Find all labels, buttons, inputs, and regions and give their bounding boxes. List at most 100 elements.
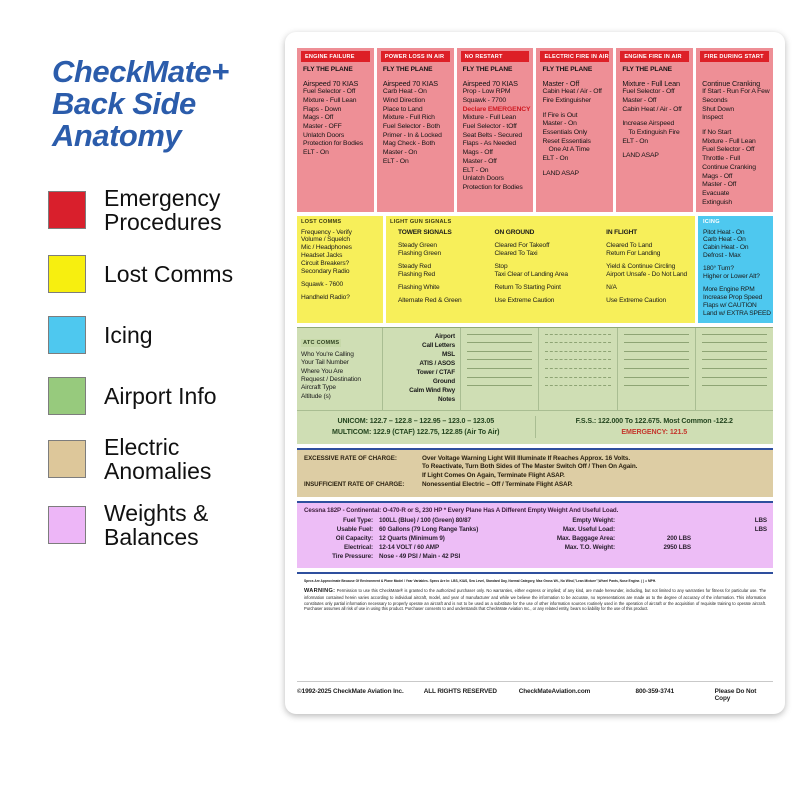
- atc-fill-line[interactable]: [623, 376, 689, 378]
- atc-fill-line[interactable]: [701, 385, 767, 387]
- color-swatch-emergency-procedures: [48, 191, 86, 230]
- atc-fill-line[interactable]: [623, 350, 689, 352]
- icing-header: ICING: [703, 218, 720, 225]
- emergency-item: Master - On: [542, 120, 577, 128]
- emergency-item: Master - On: [382, 149, 418, 157]
- color-swatch-weights-balances: [48, 505, 86, 544]
- atc-fill-line[interactable]: [467, 376, 533, 378]
- legend-panel: CheckMate+ Back Side Anatomy Emergency Proc…: [0, 0, 285, 800]
- atc-fill-line[interactable]: [545, 385, 611, 387]
- emergency-item: Unlatch Doors: [303, 131, 345, 139]
- atc-fill-line[interactable]: [467, 367, 533, 369]
- multicom-value: 122.9 (CTAF) 122.75, 122.85 (Air To Air): [373, 427, 500, 436]
- lost-comms-item: Squawk - 7600: [301, 280, 344, 288]
- footer-phone[interactable]: 800-359-3741: [635, 688, 675, 695]
- lost-comms-item: Handheld Radio?: [301, 293, 350, 301]
- atc-fill-line[interactable]: [467, 333, 533, 335]
- emergency-item: ELT - On: [622, 137, 649, 145]
- atc-fill-column-0[interactable]: [461, 327, 540, 411]
- emergency-item: ELT - On: [542, 155, 569, 163]
- lost-comms-item: Frequency - Verify: [301, 228, 352, 236]
- light-gun-signal: Flashing White: [398, 284, 440, 292]
- atc-fill-line[interactable]: [623, 367, 689, 369]
- weights-value[interactable]: 2950 LBS: [663, 544, 691, 552]
- atc-fill-line[interactable]: [701, 350, 767, 352]
- atc-fill-line[interactable]: [701, 376, 767, 378]
- emergency-item: Shut Down: [702, 105, 735, 113]
- atc-fill-line[interactable]: [701, 333, 767, 335]
- footer-rights: ALL RIGHTS RESERVED: [423, 688, 497, 695]
- emergency-item: Fuel Selector - Off: [622, 88, 675, 96]
- atc-fill-line[interactable]: [623, 385, 689, 387]
- light-gun-row: Steady Red Flashing Red Stop Taxi Clear of …: [390, 263, 691, 284]
- atc-fill-line[interactable]: [545, 333, 611, 335]
- atc-fill-line[interactable]: [623, 333, 689, 335]
- emergency-item: Master - Off: [622, 96, 657, 104]
- unicom-multicom-block: UNICOM: 122.7 – 122.8 – 122.95 – 123.0 –…: [297, 416, 536, 438]
- color-swatch-lost-comms: [48, 254, 86, 293]
- airport-info-section: ATC COMMS Who You're Calling Your Tail Nu…: [297, 326, 773, 444]
- light-gun-row: Steady Green Flashing Green Cleared For Ta…: [390, 242, 691, 263]
- atc-fill-line[interactable]: [701, 342, 767, 344]
- emergency-item: Airspeed 70 KIAS: [382, 78, 439, 88]
- emergency-item: Cabin Heat / Air - Off: [622, 105, 682, 113]
- atc-fill-line[interactable]: [467, 350, 533, 352]
- fine-print-section: Specs Are Approximate Because Of Environ…: [297, 571, 773, 612]
- light-gun-col-header: ON GROUND: [494, 228, 535, 236]
- lost-comms-item: Circuit Breakers?: [301, 260, 350, 268]
- weights-value: 12-14 VOLT / 60 AMP: [379, 544, 440, 552]
- atc-fill-line[interactable]: [701, 359, 767, 361]
- footer-website[interactable]: CheckMateAviation.com: [518, 688, 591, 695]
- light-gun-row: Flashing White Return To Starting Point N/…: [390, 284, 691, 297]
- weights-right-column: Empty Weight: LBS Max. Useful Load: LBS Max.…: [503, 517, 773, 563]
- atc-fill-line[interactable]: [467, 359, 533, 361]
- atc-fill-line[interactable]: [467, 342, 533, 344]
- emergency-item: LAND ASAP: [622, 152, 659, 160]
- emergency-item: Carb Heat - On: [382, 88, 427, 96]
- atc-fill-column-1[interactable]: [539, 327, 618, 411]
- light-gun-col-header: IN FLIGHT: [606, 228, 638, 236]
- atc-fill-line[interactable]: [623, 342, 689, 344]
- light-gun-signal: Alternate Red & Green: [398, 296, 462, 304]
- fly-the-plane-label: FLY THE PLANE: [622, 65, 672, 73]
- emergency-item: Seat Belts - Secured: [462, 131, 522, 139]
- atc-fill-column-3[interactable]: [696, 328, 773, 411]
- weights-label: Usable Fuel:: [336, 525, 373, 533]
- emergency-item: Flaps - Down: [303, 105, 342, 113]
- emergency-item: Continue Cranking: [702, 78, 761, 88]
- atc-fill-line[interactable]: [545, 376, 611, 378]
- icing-item: Higher or Lower Alt?: [703, 273, 760, 281]
- atc-fill-line[interactable]: [545, 350, 611, 352]
- atc-field-label: Ground: [432, 378, 455, 386]
- weights-row: Tire Pressure: Nose - 49 PSI / Main - 42 …: [297, 553, 503, 560]
- electric-row: INSUFFICIENT RATE OF CHARGE: Nonessential…: [297, 481, 773, 490]
- atc-fill-line[interactable]: [545, 342, 611, 344]
- weights-row: Fuel Type: 100LL (Blue) / 100 (Green) 80/…: [297, 517, 503, 524]
- light-gun-flight: Yield & Continue Circling Airport Unsafe …: [606, 263, 687, 279]
- emergency-item: ELT - On: [382, 157, 409, 165]
- atc-fill-line[interactable]: [623, 359, 689, 361]
- weights-value[interactable]: 200 LBS: [666, 535, 691, 543]
- emergency-item: Wind Direction: [382, 96, 425, 104]
- atc-fill-line[interactable]: [545, 359, 611, 361]
- fly-the-plane-label: FLY THE PLANE: [382, 65, 433, 73]
- atc-comms-item: Where You Are: [301, 367, 344, 375]
- atc-comms-header: ATC COMMS: [301, 338, 342, 347]
- atc-field-label: Tower / CTAF: [416, 368, 456, 376]
- atc-fill-line[interactable]: [467, 385, 533, 387]
- emergency-item: ELT - On: [303, 149, 329, 157]
- emergency-item: Master - Off: [542, 78, 580, 88]
- icing-item: Land w/ EXTRA SPEED: [703, 309, 771, 317]
- atc-fill-column-2[interactable]: [618, 327, 696, 411]
- atc-fill-line[interactable]: [701, 367, 767, 369]
- weights-label: Max. Useful Load:: [562, 525, 615, 533]
- multicom-line: MULTICOM: 122.9 (CTAF) 122.75, 122.85 (A…: [297, 427, 535, 438]
- light-gun-ground: Return To Starting Point: [494, 284, 561, 292]
- atc-fill-line[interactable]: [545, 367, 611, 369]
- weights-row: Max. Useful Load: LBS: [503, 526, 773, 533]
- legend-label-icing: Icing: [104, 321, 153, 348]
- emergency-item: Fuel Selector - Off: [303, 88, 356, 96]
- footer-copyright: ©1992-2025 CheckMate Aviation Inc.: [297, 688, 404, 695]
- emergency-item: Protection for Bodies: [462, 184, 523, 192]
- legend-label-weights-balances: Weights & Balances: [104, 499, 209, 550]
